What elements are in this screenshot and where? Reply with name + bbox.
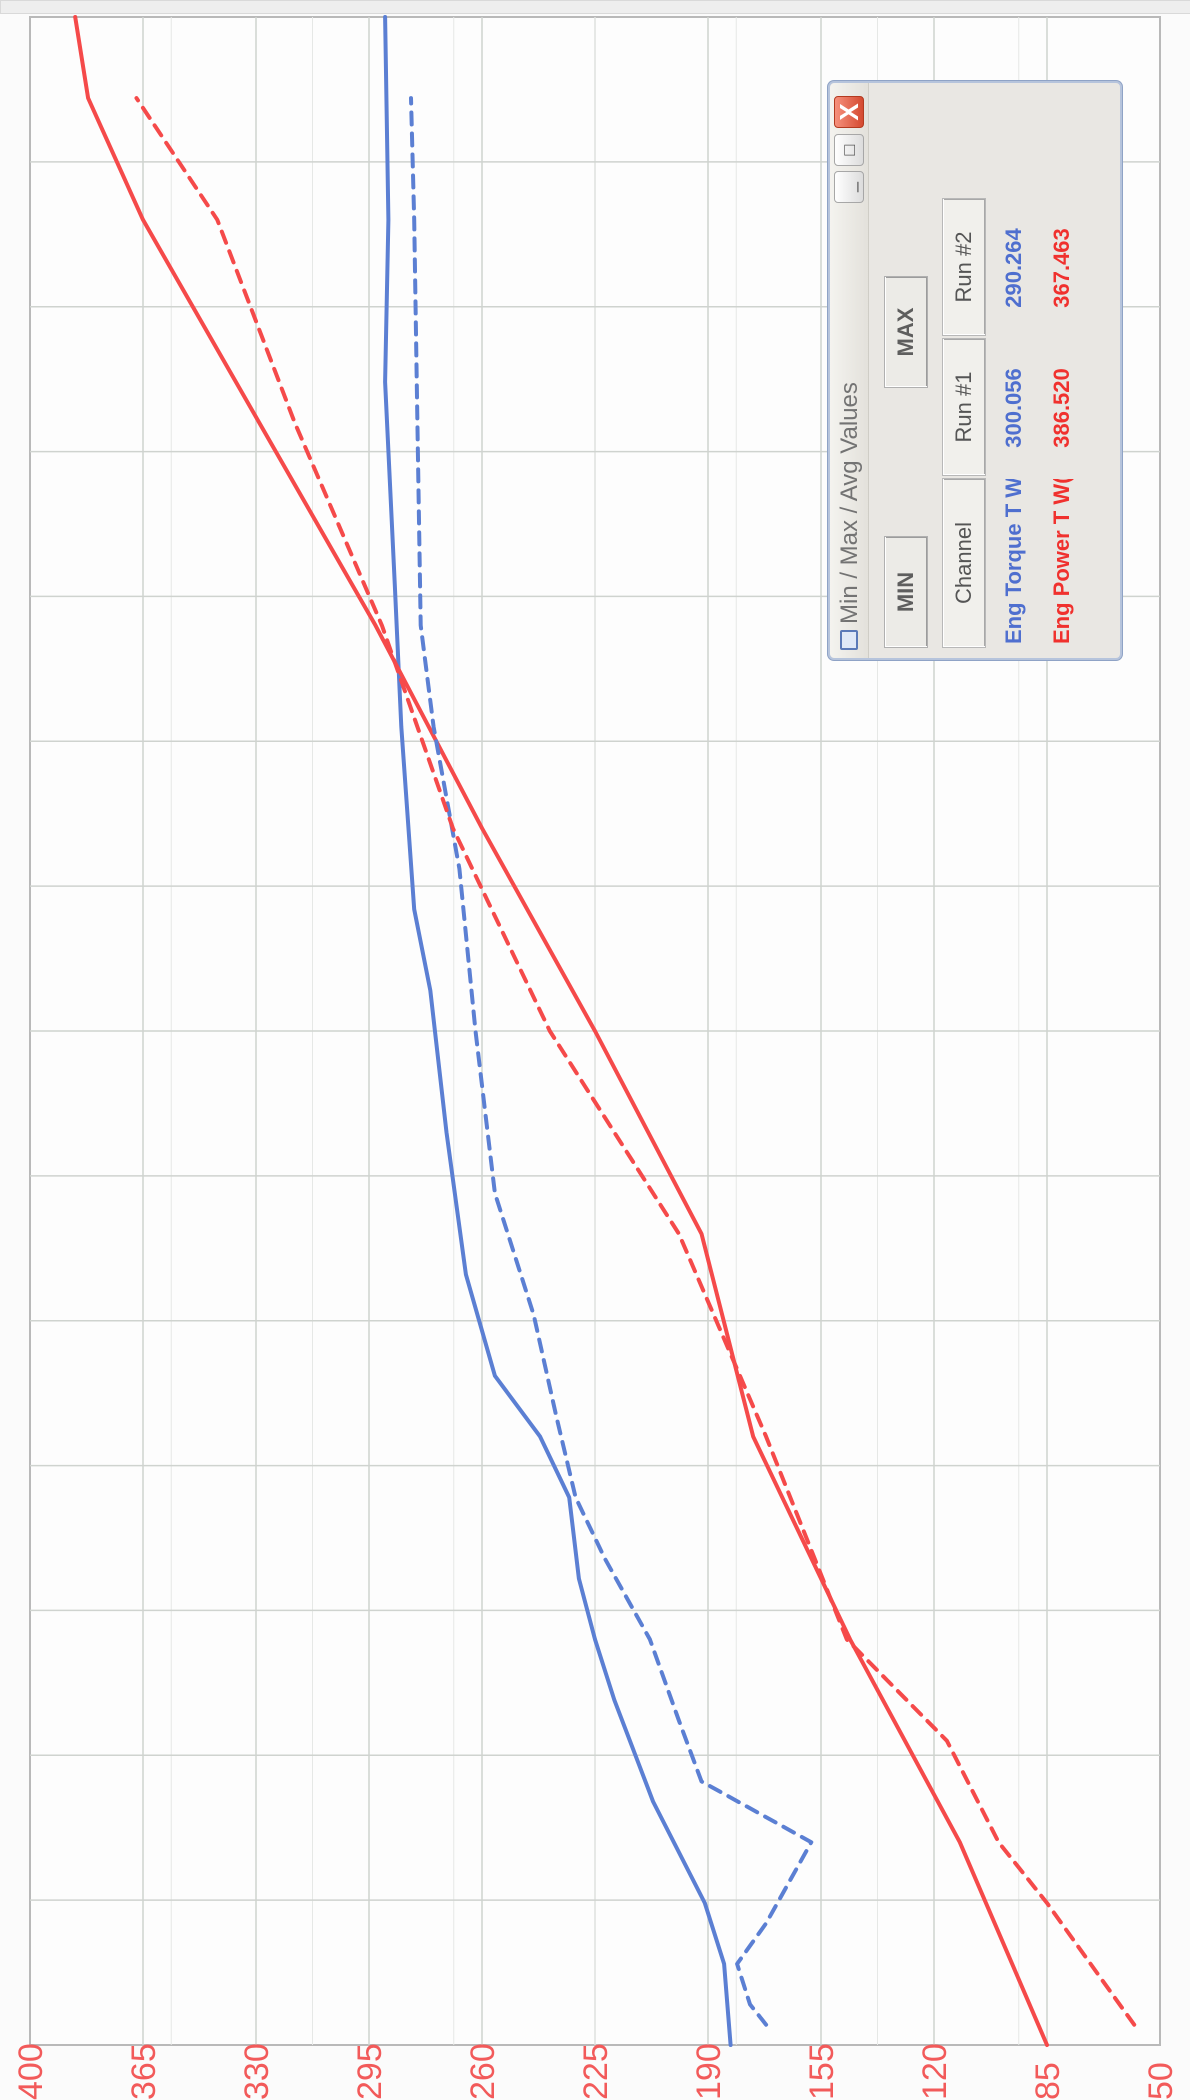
- run1-value: 300.056: [1001, 368, 1026, 448]
- y-tick-label: 295: [351, 2043, 389, 2100]
- close-button[interactable]: X: [834, 96, 864, 128]
- min-max-avg-window[interactable]: Min / Max / Avg Values _ □ X MIN MAX Cha…: [828, 81, 1122, 660]
- series-line-1: [73, 15, 1049, 2047]
- window-title: Min / Max / Avg Values: [836, 382, 863, 624]
- minimize-button[interactable]: _: [834, 171, 864, 203]
- maximize-button[interactable]: □: [834, 134, 864, 166]
- run1-value: 386.520: [1049, 368, 1074, 448]
- min-mode-button[interactable]: MIN: [884, 536, 928, 648]
- y-tick-label: 260: [464, 2043, 502, 2100]
- max-mode-button[interactable]: MAX: [884, 276, 928, 388]
- y-tick-label: 50: [1142, 2062, 1180, 2100]
- y-tick-label: 365: [125, 2043, 163, 2100]
- y-tick-label: 225: [577, 2043, 615, 2100]
- top-toolbar-strip: [0, 0, 1190, 14]
- run2-value: 367.463: [1049, 228, 1074, 308]
- column-header-channel[interactable]: Channel: [942, 478, 986, 648]
- table-row-power[interactable]: Eng Power T W( 386.520 367.463: [1044, 83, 1080, 658]
- column-header-run2[interactable]: Run #2: [942, 198, 986, 336]
- y-tick-label: 330: [238, 2043, 276, 2100]
- y-tick-labels: 50 85 120 155 190 225 260 295 330 365 400: [12, 2043, 1180, 2100]
- window-icon: [840, 630, 858, 650]
- series-line-2: [409, 96, 814, 2027]
- run2-value: 290.264: [1001, 228, 1026, 308]
- table-row-torque[interactable]: Eng Torque T W 300.056 290.264: [996, 83, 1032, 658]
- y-tick-label: 85: [1029, 2062, 1067, 2100]
- channel-name: Eng Torque T W: [1001, 479, 1026, 644]
- y-tick-label: 190: [690, 2043, 728, 2100]
- y-tick-label: 155: [803, 2043, 841, 2100]
- series-layer: [73, 15, 1137, 2047]
- y-tick-label: 400: [12, 2043, 50, 2100]
- column-header-run1[interactable]: Run #1: [942, 338, 986, 476]
- window-titlebar[interactable]: Min / Max / Avg Values _ □ X: [830, 83, 869, 658]
- series-line-0: [383, 15, 733, 2047]
- series-line-3: [134, 96, 1137, 2027]
- channel-name: Eng Power T W(: [1049, 479, 1074, 644]
- y-tick-label: 120: [916, 2043, 954, 2100]
